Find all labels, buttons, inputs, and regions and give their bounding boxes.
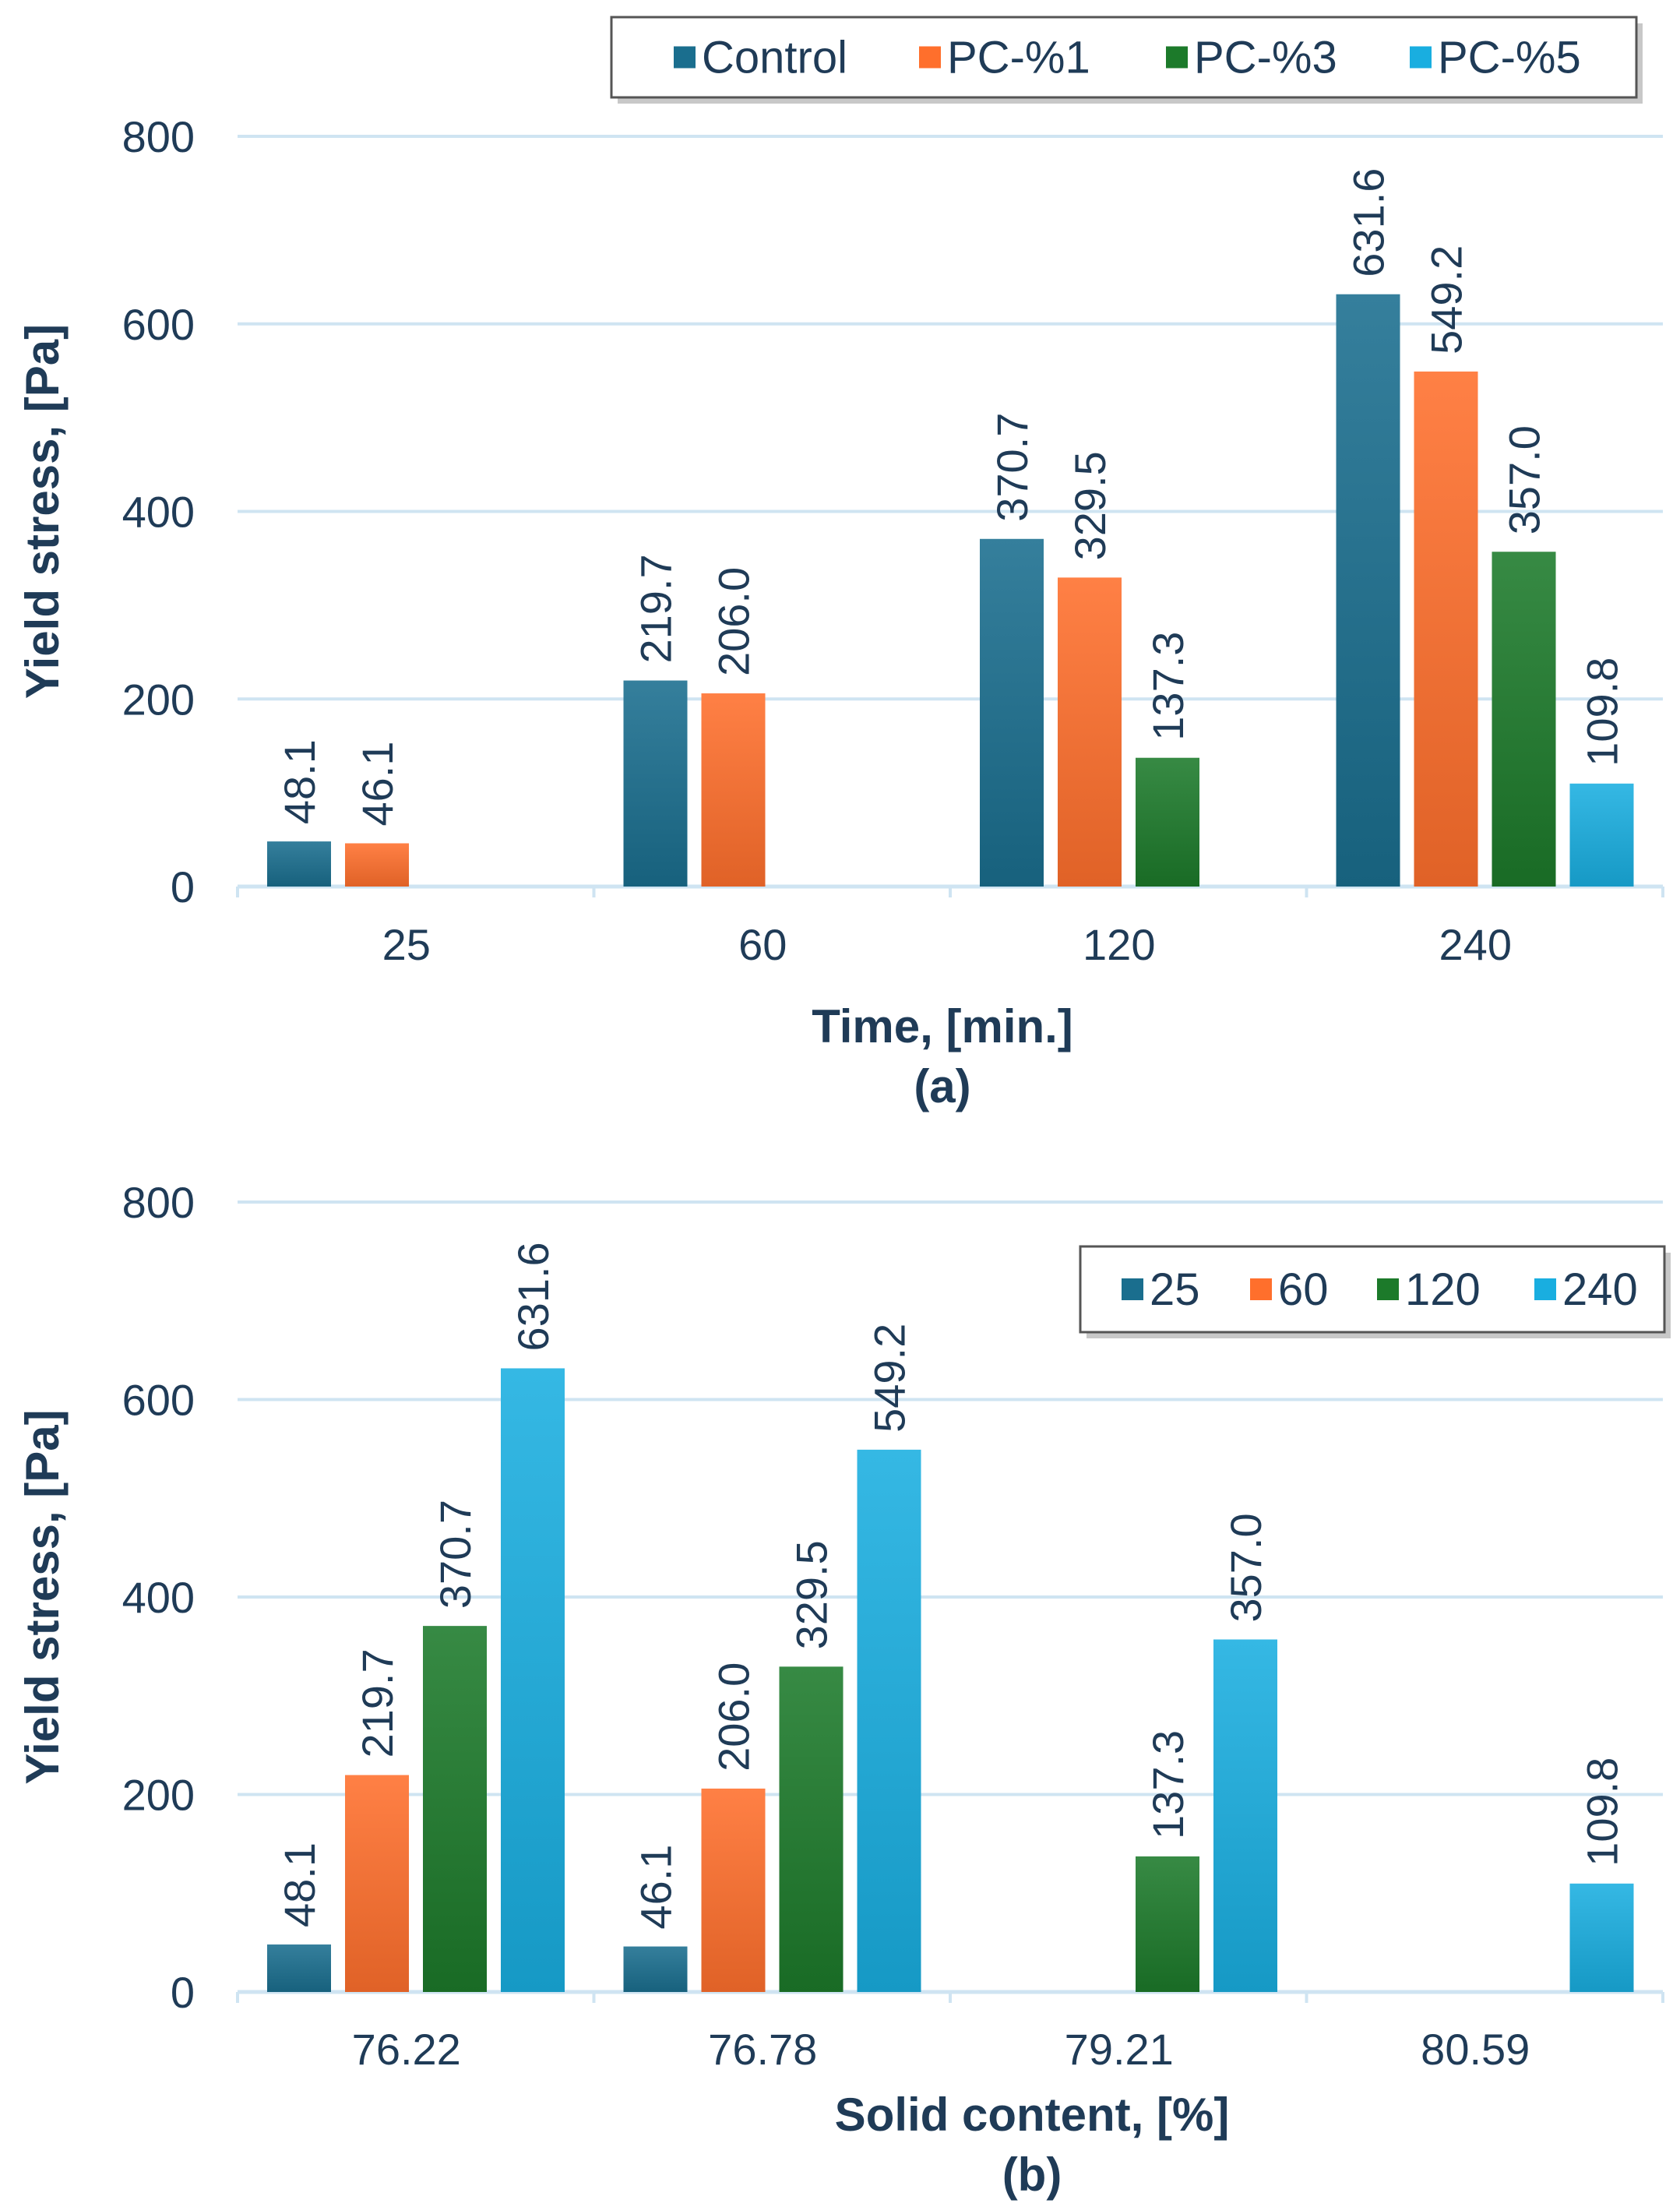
- bar-25-76-22: [267, 1944, 331, 1992]
- data-label: 370.7: [431, 1500, 480, 1609]
- legend-swatch: [1377, 1278, 1399, 1300]
- bar-pc-3-240: [1492, 552, 1556, 887]
- legend-label: 240: [1562, 1264, 1638, 1315]
- bar-control-60: [623, 680, 688, 887]
- bar-240-76-78: [857, 1449, 921, 1992]
- data-label: 631.6: [509, 1242, 558, 1351]
- legend-swatch: [919, 46, 941, 69]
- panel-label: (b): [1002, 2149, 1062, 2201]
- x-axis-title: Time, [min.]: [812, 1000, 1073, 1052]
- x-tick-label: 79.21: [1065, 2025, 1174, 2074]
- data-label: 329.5: [1065, 451, 1115, 560]
- bar-60-76-78: [701, 1788, 766, 1992]
- legend: 25 60 120 240: [1079, 1245, 1671, 1338]
- data-label: 206.0: [710, 1662, 759, 1772]
- legend-box: [610, 16, 1638, 99]
- data-label: 357.0: [1221, 1513, 1270, 1622]
- legend-swatch: [1122, 1278, 1143, 1300]
- data-label: 109.8: [1578, 658, 1627, 767]
- legend-box: [1079, 1245, 1666, 1334]
- data-label: 48.1: [275, 739, 324, 824]
- bar-control-120: [980, 538, 1044, 887]
- legend-swatch: [1534, 1278, 1556, 1300]
- bar-60-76-22: [345, 1775, 409, 1992]
- legend-label: Control: [702, 33, 847, 83]
- legend-label: 60: [1278, 1264, 1329, 1315]
- bar-pc-1-25: [345, 843, 409, 887]
- data-label: 370.7: [988, 413, 1037, 522]
- legend-swatch: [1250, 1278, 1272, 1300]
- bar-120-79-21: [1136, 1856, 1199, 1992]
- data-label: 219.7: [632, 554, 681, 663]
- y-tick-label: 400: [122, 1573, 195, 1622]
- x-tick-label: 76.78: [708, 2025, 817, 2074]
- data-label: 357.0: [1500, 425, 1549, 534]
- bar-240-76-22: [501, 1368, 565, 1992]
- data-label: 206.0: [710, 567, 759, 676]
- data-label: 48.1: [275, 1842, 324, 1927]
- bar-control-240: [1336, 294, 1400, 887]
- legend-label: PC-%3: [1194, 33, 1337, 83]
- legend-label: 25: [1150, 1264, 1200, 1315]
- bar-25-76-78: [623, 1946, 688, 1992]
- bar-240-80-59: [1569, 1883, 1634, 1992]
- data-label: 219.7: [353, 1648, 402, 1757]
- legend-label: PC-%1: [947, 33, 1090, 83]
- bar-pc-1-60: [701, 693, 766, 887]
- x-tick-label: 25: [382, 920, 431, 969]
- data-label: 137.3: [1143, 1730, 1192, 1839]
- data-label: 329.5: [787, 1540, 836, 1649]
- data-label: 46.1: [353, 742, 402, 827]
- y-tick-label: 200: [122, 675, 195, 724]
- data-label: 109.8: [1578, 1757, 1627, 1867]
- y-tick-label: 800: [122, 112, 195, 161]
- data-label: 549.2: [865, 1324, 914, 1433]
- bar-pc-1-120: [1058, 577, 1122, 887]
- legend-label: PC-%5: [1438, 33, 1581, 83]
- y-tick-label: 600: [122, 300, 195, 349]
- chart-a: 0 200 400 600 800 48.1 219.7 370.7 631.6 46.1 206.…: [16, 16, 1664, 1112]
- x-axis-title: Solid content, [%]: [835, 2089, 1230, 2141]
- y-tick-label: 800: [122, 1178, 195, 1227]
- y-tick-label: 0: [171, 1968, 195, 2017]
- legend-swatch: [674, 46, 696, 69]
- bar-pc-5-240: [1569, 783, 1634, 887]
- bar-control-25: [267, 841, 331, 887]
- y-tick-label: 600: [122, 1376, 195, 1425]
- panel-label: (a): [914, 1060, 970, 1112]
- x-tick-label: 80.59: [1421, 2025, 1530, 2074]
- data-label: 137.3: [1143, 632, 1192, 741]
- y-axis-title: Yield stress, [Pa]: [16, 1409, 69, 1784]
- x-tick-label: 60: [738, 920, 787, 969]
- bar-120-76-22: [423, 1626, 487, 1992]
- y-tick-label: 400: [122, 488, 195, 537]
- bar-120-76-78: [779, 1666, 844, 1992]
- legend: Control PC-%1 PC-%3 PC-%5: [610, 16, 1643, 104]
- x-tick-label: 240: [1439, 920, 1512, 969]
- bar-240-79-21: [1213, 1639, 1277, 1992]
- legend-swatch: [1410, 46, 1432, 69]
- data-label: 631.6: [1344, 168, 1393, 277]
- y-tick-label: 200: [122, 1771, 195, 1820]
- bar-pc-3-120: [1136, 757, 1199, 887]
- chart-b: 0 200 400 600 800 48.1 46.1 219.7 206.0 370.7 329.…: [16, 1178, 1671, 2201]
- y-axis-title: Yield stress, [Pa]: [16, 324, 69, 699]
- legend-swatch: [1166, 46, 1188, 69]
- data-label: 549.2: [1422, 245, 1471, 354]
- x-tick-label: 76.22: [352, 2025, 461, 2074]
- x-tick-label: 120: [1083, 920, 1155, 969]
- legend-label: 120: [1405, 1264, 1481, 1315]
- data-label: 46.1: [632, 1845, 681, 1930]
- bar-pc-1-240: [1414, 371, 1478, 887]
- y-tick-label: 0: [171, 862, 195, 911]
